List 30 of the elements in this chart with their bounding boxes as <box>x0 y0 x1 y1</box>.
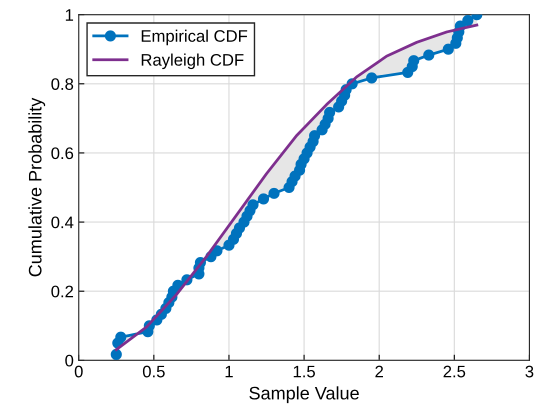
x-tick-label: 0.5 <box>142 366 165 378</box>
y-tick-label: 1 <box>66 9 74 21</box>
point <box>268 188 280 199</box>
point <box>211 245 223 256</box>
x-axis-title: Sample Value <box>249 386 359 404</box>
point <box>258 193 270 204</box>
point <box>309 130 320 142</box>
legend-label: Empirical CDF <box>142 30 248 46</box>
point <box>366 72 378 84</box>
x-tick-label: 3 <box>525 366 534 378</box>
y-tick-label: 0.8 <box>51 78 74 90</box>
x-tick-label: 1.5 <box>294 366 315 378</box>
y-tick-label: 0.4 <box>51 216 74 228</box>
point <box>115 332 126 343</box>
y-tick-label: 0 <box>65 354 74 367</box>
x-tick-label: 2.5 <box>444 366 466 378</box>
x-tick-label: 1 <box>226 366 233 378</box>
point <box>442 44 454 55</box>
point <box>408 55 420 66</box>
legend-label: Rayleigh CDF <box>142 54 244 70</box>
y-tick-label: 0.2 <box>51 286 74 298</box>
point <box>110 348 122 360</box>
y-axis-title: Cumulative Probability <box>28 98 46 276</box>
point <box>324 106 336 118</box>
point <box>247 199 259 210</box>
point <box>462 14 474 26</box>
y-tick-label: 0.6 <box>51 147 74 160</box>
x-tick-label: 0 <box>74 366 83 378</box>
point <box>423 50 434 61</box>
x-tick-label: 2 <box>375 366 383 378</box>
